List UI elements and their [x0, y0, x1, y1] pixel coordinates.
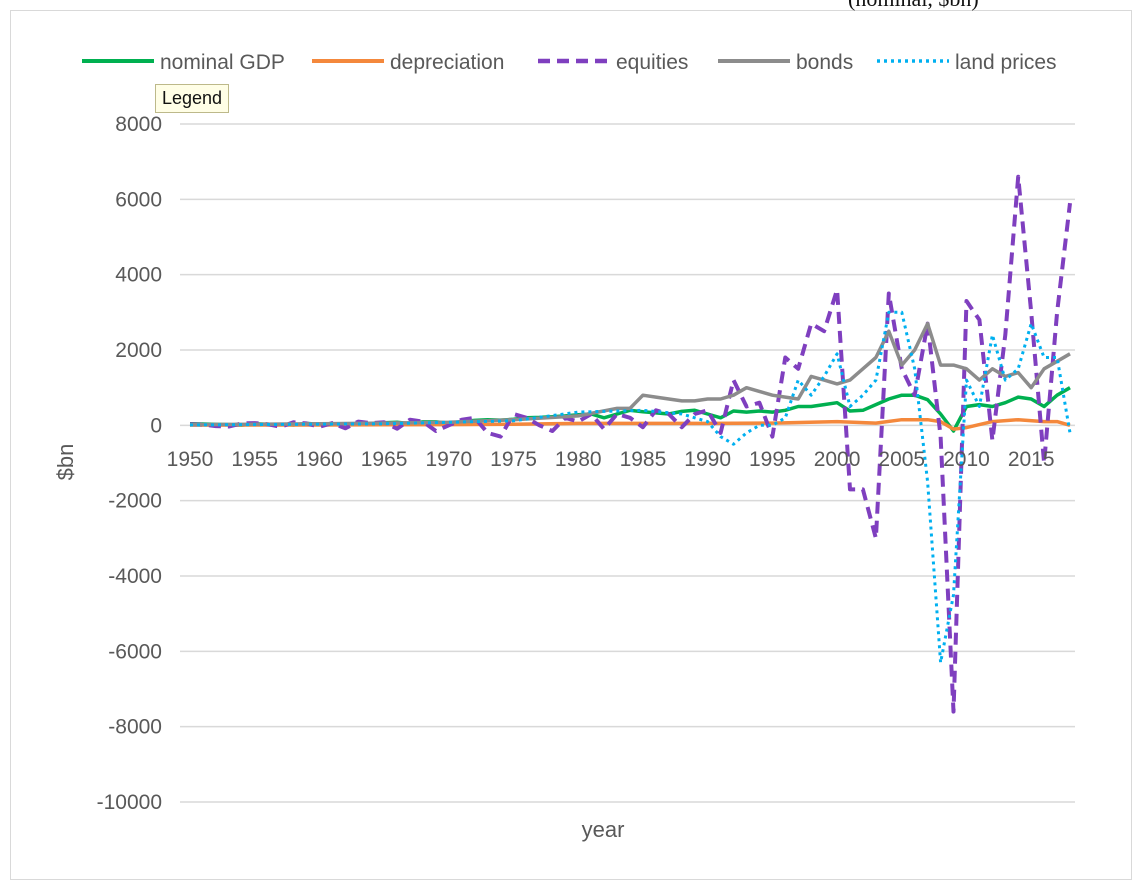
series-depreciation-line	[189, 417, 1071, 431]
x-tick-label: 1955	[231, 448, 278, 471]
y-tick-label: -8000	[108, 716, 162, 739]
legend-label: depreciation	[390, 51, 504, 74]
x-tick-label: 1985	[620, 448, 667, 471]
x-tick-label: 1970	[425, 448, 472, 471]
x-tick-label: 2010	[943, 448, 990, 471]
x-tick-label: 1995	[749, 448, 796, 471]
chart-frame	[10, 10, 1132, 880]
y-tick-label: -2000	[108, 490, 162, 513]
series-bonds-line	[189, 321, 1071, 427]
series-land-prices-line	[189, 310, 1072, 665]
x-tick-label: 1965	[361, 448, 408, 471]
y-tick-label: 4000	[115, 264, 162, 287]
y-tick-label: -6000	[108, 640, 162, 663]
y-tick-label: -10000	[97, 791, 162, 814]
gridlines	[180, 123, 1075, 803]
legend-label: land prices	[955, 51, 1057, 74]
y-tick-label: 8000	[115, 113, 162, 136]
series-equities-line	[189, 174, 1072, 714]
legend-tooltip: Legend	[155, 84, 230, 113]
legend-label: nominal GDP	[160, 51, 285, 74]
y-tick-label: 0	[150, 414, 162, 437]
x-tick-label: 1980	[555, 448, 602, 471]
legend: nominal GDP depreciation equities bonds land…	[82, 51, 1057, 74]
y-tick-label: 2000	[115, 339, 162, 362]
x-tick-label: 2015	[1008, 448, 1055, 471]
y-tick-label: -4000	[108, 565, 162, 588]
top-caption: (nominal, $bn)	[848, 0, 979, 12]
x-tick-label: 2000	[814, 448, 861, 471]
y-axis-label: $bn	[53, 444, 78, 481]
x-tick-label: 1960	[296, 448, 343, 471]
x-tick-label: 1990	[684, 448, 731, 471]
x-tick-labels: 1950 1955 1960 1965 1970 1975 1980 1985 1990 1995…	[167, 448, 1055, 471]
y-tick-label: 6000	[115, 188, 162, 211]
x-tick-label: 2005	[878, 448, 925, 471]
x-axis-label: year	[582, 817, 625, 842]
series-lines	[189, 174, 1072, 714]
x-tick-label: 1975	[490, 448, 537, 471]
x-tick-label: 1950	[167, 448, 214, 471]
legend-label: equities	[616, 51, 688, 74]
y-tick-labels: 8000 6000 4000 2000 0 -2000 -4000 -6000 -8000 -10…	[97, 113, 162, 814]
legend-label: bonds	[796, 51, 853, 74]
